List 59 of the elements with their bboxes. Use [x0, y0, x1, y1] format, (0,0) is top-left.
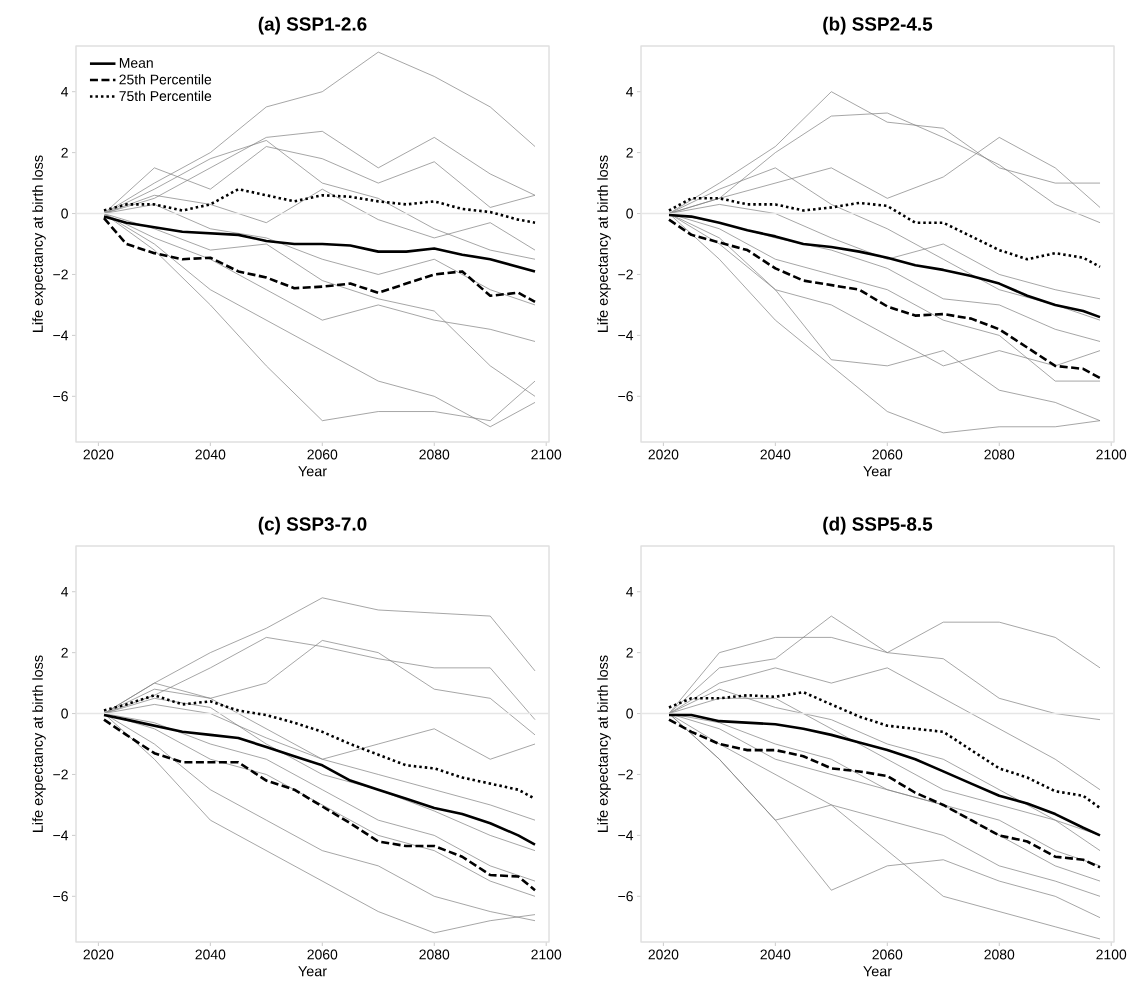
x-tick-label: 2020	[648, 949, 679, 960]
chart-title: (c) SSP3-7.0	[258, 516, 367, 535]
y-tick-label: 0	[61, 208, 68, 219]
y-tick-label: −2	[618, 269, 633, 280]
legend-label: Mean	[119, 58, 153, 68]
y-tick-label: −4	[618, 330, 634, 341]
x-tick-label: 2040	[195, 449, 226, 460]
y-tick-label: −2	[618, 769, 633, 780]
y-tick-label: 2	[626, 147, 633, 158]
x-tick-label: 2060	[307, 449, 338, 460]
x-tick-label: 2080	[419, 449, 450, 460]
x-tick-label: 2040	[760, 949, 791, 960]
x-axis-title: Year	[863, 966, 892, 977]
y-tick-label: 0	[61, 708, 68, 719]
y-tick-label: −6	[53, 891, 68, 902]
chart-title: (a) SSP1-2.6	[258, 16, 367, 35]
y-axis-title: Life expectancy at birth loss	[32, 155, 46, 332]
y-tick-label: 4	[626, 86, 634, 97]
x-tick-label: 2060	[872, 449, 903, 460]
x-tick-label: 2080	[419, 949, 450, 960]
y-tick-label: 2	[61, 647, 68, 658]
y-axis-title: Life expectancy at birth loss	[597, 655, 611, 832]
x-tick-label: 2020	[648, 449, 679, 460]
y-tick-label: −4	[53, 330, 69, 341]
x-tick-label: 2060	[872, 949, 903, 960]
chart-title: (d) SSP5-8.5	[823, 516, 933, 535]
x-axis-title: Year	[298, 966, 327, 977]
x-tick-label: 2040	[195, 949, 226, 960]
x-tick-label: 2040	[760, 449, 791, 460]
y-tick-label: 2	[626, 647, 633, 658]
x-tick-label: 2100	[1096, 949, 1127, 960]
chart-title: (b) SSP2-4.5	[823, 16, 933, 35]
x-tick-label: 2020	[83, 949, 114, 960]
y-axis-title: Life expectancy at birth loss	[32, 655, 46, 832]
y-tick-label: 0	[626, 708, 633, 719]
y-tick-label: −2	[53, 269, 68, 280]
y-axis-title: Life expectancy at birth loss	[597, 155, 611, 332]
legend-label: 75th Percentile	[119, 90, 212, 102]
x-axis-title: Year	[298, 466, 327, 477]
y-tick-label: 4	[61, 586, 69, 597]
y-tick-label: 0	[626, 208, 633, 219]
legend-label: 25th Percentile	[119, 74, 212, 85]
y-tick-label: −6	[618, 391, 633, 402]
y-tick-label: 4	[61, 86, 69, 97]
y-tick-label: −6	[618, 891, 633, 902]
x-tick-label: 2100	[531, 449, 562, 460]
x-tick-label: 2080	[984, 949, 1015, 960]
y-tick-label: −2	[53, 769, 68, 780]
y-tick-label: −6	[53, 391, 68, 402]
x-tick-label: 2060	[307, 949, 338, 960]
x-tick-label: 2100	[1096, 449, 1127, 460]
y-tick-label: −4	[53, 830, 69, 841]
y-tick-label: 4	[626, 586, 634, 597]
y-tick-label: −4	[618, 830, 634, 841]
x-tick-label: 2020	[83, 449, 114, 460]
x-tick-label: 2100	[531, 949, 562, 960]
x-axis-title: Year	[863, 466, 892, 477]
x-tick-label: 2080	[984, 449, 1015, 460]
y-tick-label: 2	[61, 147, 68, 158]
